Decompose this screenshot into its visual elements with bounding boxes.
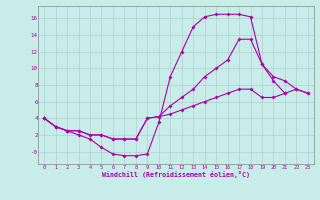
- X-axis label: Windchill (Refroidissement éolien,°C): Windchill (Refroidissement éolien,°C): [102, 171, 250, 178]
